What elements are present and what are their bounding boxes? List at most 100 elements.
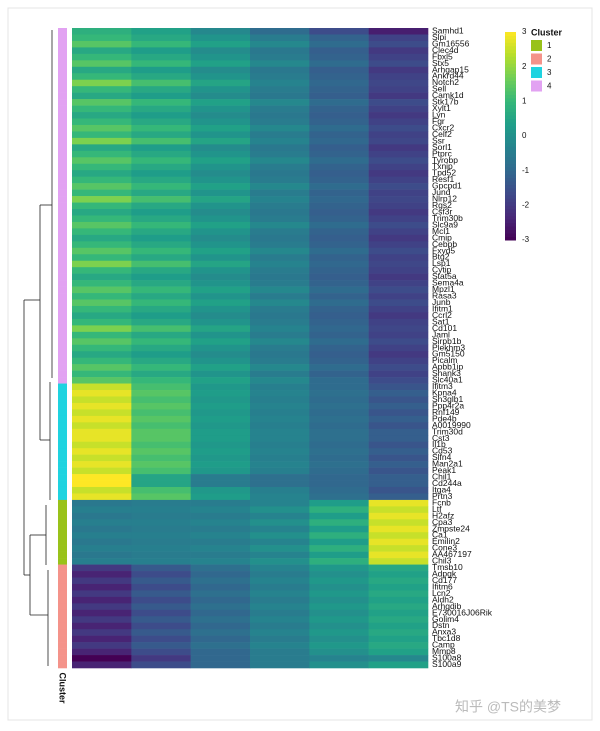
heat-cell: [250, 293, 310, 300]
heat-cell: [190, 383, 251, 391]
cluster-cell: [58, 53, 67, 61]
legend-label: 4: [547, 82, 552, 91]
colorbar-step: [505, 198, 516, 203]
heat-cell: [131, 170, 191, 177]
heat-cell: [72, 202, 132, 210]
gene-label: Pde4b: [432, 413, 457, 423]
heat-cell: [131, 144, 191, 152]
heat-cell: [309, 170, 369, 177]
heat-cell: [72, 144, 132, 152]
heat-cell: [368, 118, 429, 126]
cluster-cell: [58, 47, 67, 55]
heat-cell: [309, 163, 369, 171]
heat-cell: [72, 183, 132, 190]
cluster-cell: [58, 112, 67, 119]
heat-cell: [368, 499, 429, 507]
heat-cell: [190, 118, 251, 126]
heat-cell: [250, 538, 310, 546]
heat-cell: [250, 176, 310, 184]
heat-cell: [72, 209, 132, 216]
gene-label: Slc40a1: [432, 375, 463, 385]
heat-cell: [250, 635, 310, 643]
heat-cell: [72, 92, 132, 100]
heat-cell: [131, 196, 191, 203]
heat-cell: [309, 40, 369, 48]
heat-cell: [72, 661, 132, 669]
cluster-cell: [58, 467, 67, 475]
heat-cell: [368, 124, 429, 132]
colorbar-step: [505, 104, 516, 109]
cluster-cell: [58, 435, 67, 443]
heat-cell: [131, 118, 191, 126]
heat-cell: [131, 209, 191, 216]
cluster-cell: [58, 183, 67, 190]
cluster-cell: [58, 590, 67, 598]
heat-cell: [250, 609, 310, 617]
heat-cell: [131, 571, 191, 578]
colorbar-step: [505, 56, 516, 61]
heat-cell: [309, 461, 369, 468]
heat-cell: [72, 525, 132, 533]
heat-cell: [72, 267, 132, 274]
gene-label: Btg2: [432, 252, 450, 262]
heat-cell: [368, 422, 429, 430]
heat-cell: [250, 596, 310, 604]
heat-cell: [368, 532, 429, 540]
heat-cell: [250, 461, 310, 468]
heat-cell: [250, 577, 310, 585]
heat-cell: [309, 344, 369, 352]
heat-cell: [190, 189, 251, 197]
heat-cell: [309, 79, 369, 87]
heat-cell: [250, 486, 310, 494]
heat-cell: [190, 428, 251, 436]
heat-cell: [72, 467, 132, 475]
heat-cell: [309, 629, 369, 636]
heat-cell: [190, 53, 251, 61]
heat-cell: [309, 241, 369, 249]
cluster-cell: [58, 241, 67, 249]
heat-cell: [368, 383, 429, 391]
heat-cell: [309, 415, 369, 423]
heat-cell: [368, 467, 429, 475]
heat-cell: [72, 655, 132, 662]
heat-cell: [190, 312, 251, 320]
heat-cell: [368, 215, 429, 223]
heat-cell: [368, 34, 429, 42]
gene-label: Notch2: [432, 77, 459, 87]
heat-cell: [72, 402, 132, 410]
colorbar-step: [505, 233, 516, 238]
heat-cell: [72, 312, 132, 320]
heat-cell: [368, 461, 429, 468]
heat-cell: [250, 40, 310, 48]
heat-cell: [250, 415, 310, 423]
heat-cell: [190, 441, 251, 449]
heat-cell: [131, 428, 191, 436]
gene-label: Ifitm3: [432, 381, 453, 391]
colorbar-step: [505, 149, 516, 154]
heat-cell: [131, 383, 191, 391]
heat-cell: [250, 571, 310, 578]
heat-cell: [190, 299, 251, 307]
heat-cell: [72, 390, 132, 397]
heat-cell: [368, 454, 429, 462]
heat-cell: [368, 583, 429, 591]
heat-cell: [190, 221, 251, 229]
cluster-cell: [58, 603, 67, 611]
colorbar-step: [505, 163, 516, 168]
heat-cell: [250, 124, 310, 132]
gene-label: Camp: [432, 640, 455, 650]
heat-cell: [309, 331, 369, 339]
heat-cell: [368, 396, 429, 404]
heat-cell: [309, 571, 369, 578]
heat-cell: [309, 642, 369, 649]
cluster-cell: [58, 383, 67, 391]
heat-cell: [131, 99, 191, 106]
heat-cell: [368, 435, 429, 443]
heat-cell: [131, 318, 191, 326]
heat-cell: [368, 525, 429, 533]
heat-cell: [131, 603, 191, 611]
heat-cell: [131, 435, 191, 443]
cluster-cell: [58, 635, 67, 643]
heat-cell: [72, 99, 132, 106]
heat-cell: [309, 635, 369, 643]
